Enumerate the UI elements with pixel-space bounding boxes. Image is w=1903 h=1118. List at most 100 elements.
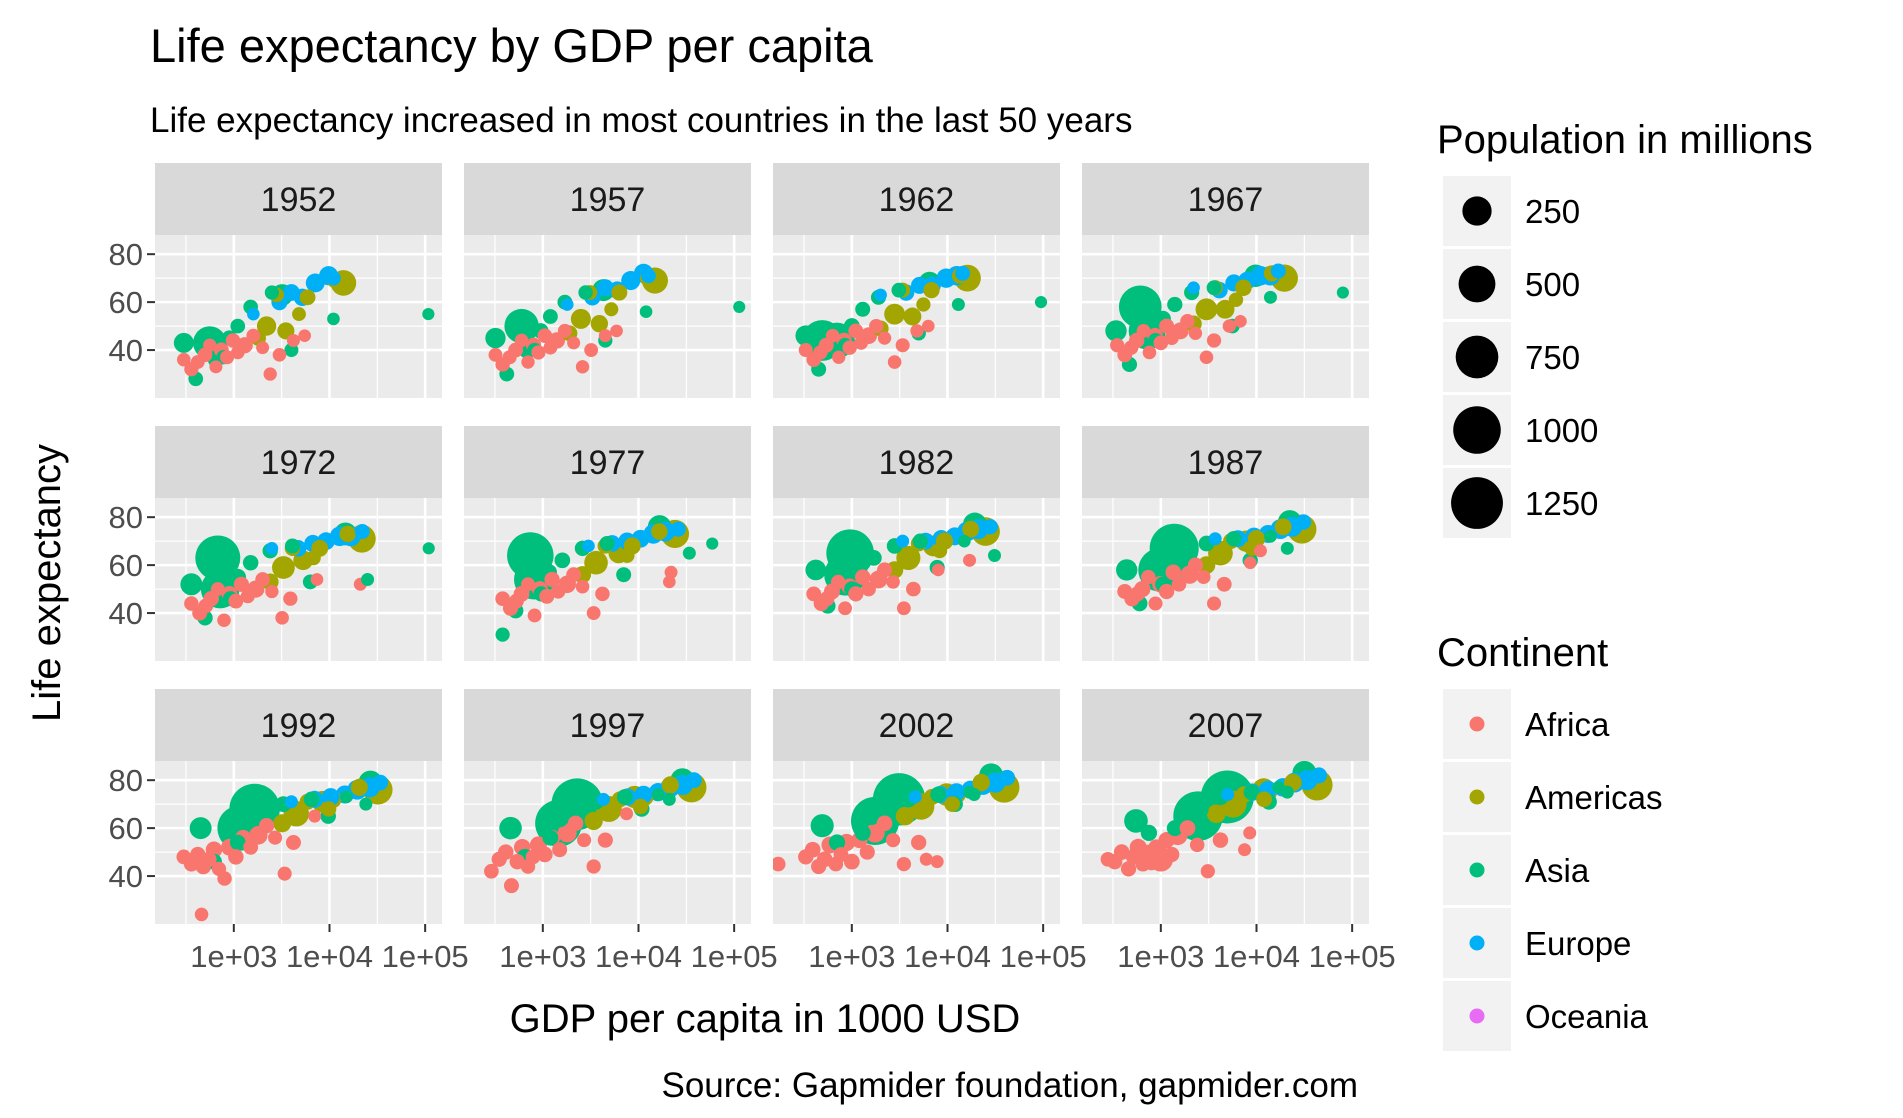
- data-point-africa: [664, 565, 678, 579]
- data-point-africa: [531, 345, 546, 360]
- data-point-africa: [773, 856, 786, 872]
- data-point-africa: [575, 360, 590, 374]
- data-point-americas: [299, 289, 316, 306]
- data-point-americas: [972, 773, 990, 792]
- data-point-europe: [955, 265, 971, 281]
- data-point-africa: [567, 336, 581, 350]
- data-point-africa: [1135, 856, 1151, 872]
- data-point-americas: [944, 796, 961, 812]
- data-point-africa: [806, 586, 822, 602]
- facet-strip: [1082, 163, 1369, 235]
- data-point-americas: [272, 556, 295, 579]
- data-point-africa: [527, 608, 542, 623]
- data-point-europe: [321, 788, 340, 806]
- color-legend-item: Africa: [1443, 689, 1610, 759]
- points-layer: [180, 522, 435, 628]
- data-point-americas: [273, 814, 292, 833]
- data-point-africa: [210, 582, 225, 597]
- data-point-africa: [209, 360, 223, 374]
- facet-panel-1967: 1967: [1082, 163, 1369, 398]
- facet-strip-label: 1992: [261, 707, 337, 745]
- data-point-africa: [1120, 861, 1137, 877]
- facet-strip-label: 1962: [879, 181, 955, 219]
- data-point-asia: [1263, 290, 1277, 304]
- data-point-africa: [211, 861, 227, 877]
- data-point-africa: [220, 350, 235, 365]
- data-point-africa: [1158, 583, 1175, 600]
- data-point-africa: [798, 849, 814, 865]
- data-point-africa: [286, 333, 300, 347]
- data-point-africa: [859, 844, 875, 860]
- points-layer: [484, 768, 707, 894]
- data-point-africa: [203, 338, 217, 352]
- data-point-africa: [1189, 837, 1205, 853]
- data-point-asia: [912, 533, 928, 549]
- data-point-asia: [239, 812, 257, 830]
- data-point-africa: [930, 855, 944, 869]
- data-point-africa: [543, 340, 558, 355]
- color-key-dot: [1469, 1008, 1485, 1024]
- data-point-africa: [1212, 832, 1229, 848]
- data-point-asia: [1336, 286, 1349, 299]
- data-point-africa: [566, 567, 582, 583]
- data-point-africa: [1123, 340, 1139, 355]
- data-point-asia: [303, 791, 320, 808]
- data-point-africa: [1216, 576, 1232, 592]
- facet-strip-label: 1982: [879, 444, 955, 482]
- data-point-asia: [1140, 824, 1158, 842]
- y-tick-label: 40: [109, 333, 143, 368]
- data-point-africa: [595, 586, 610, 602]
- data-point-africa: [201, 851, 217, 867]
- data-point-asia: [810, 814, 834, 838]
- size-legend-label: 1250: [1525, 485, 1598, 522]
- facet-panel-1957: 1957: [464, 163, 751, 398]
- data-point-africa: [1243, 826, 1257, 840]
- data-point-asia: [230, 318, 246, 334]
- color-legend-label: Asia: [1525, 852, 1590, 889]
- data-point-africa: [551, 584, 566, 599]
- data-point-europe: [582, 539, 595, 553]
- data-point-asia: [495, 627, 510, 642]
- color-key-dot: [1469, 716, 1485, 732]
- data-point-africa: [263, 367, 277, 381]
- data-point-africa: [488, 347, 503, 362]
- facet-panel-1962: 1962: [773, 163, 1060, 398]
- data-point-americas: [256, 316, 277, 336]
- data-point-africa: [1141, 569, 1156, 585]
- data-point-americas: [632, 798, 649, 815]
- data-point-africa: [813, 345, 828, 360]
- data-point-africa: [1164, 846, 1180, 863]
- x-tick-label: 1e+04: [595, 939, 682, 974]
- facet-panel-1987: 1987: [1082, 426, 1369, 661]
- data-point-asia: [1226, 531, 1242, 547]
- data-point-americas: [1274, 518, 1292, 536]
- data-point-asia: [359, 797, 373, 811]
- data-point-europe: [305, 273, 325, 293]
- color-key-dot: [1469, 935, 1485, 951]
- data-point-africa: [811, 858, 827, 875]
- data-point-americas: [916, 297, 931, 312]
- data-point-europe: [936, 268, 956, 288]
- data-point-americas: [896, 545, 921, 570]
- data-point-africa: [662, 575, 676, 589]
- facet-strip-label: 1952: [261, 181, 337, 219]
- data-point-americas: [895, 806, 915, 826]
- data-point-africa: [256, 341, 270, 355]
- color-legend-item: Asia: [1443, 835, 1590, 905]
- data-point-asia: [180, 573, 203, 596]
- data-point-africa: [886, 575, 900, 589]
- data-point-asia: [1243, 784, 1260, 801]
- data-point-africa: [514, 333, 529, 348]
- data-point-africa: [190, 355, 205, 369]
- color-legend: Africa Americas Asia Europe Oceania: [1443, 689, 1663, 1051]
- data-point-asia: [1206, 280, 1222, 296]
- data-point-africa: [225, 333, 241, 348]
- data-point-asia: [828, 834, 846, 851]
- facet-strip: [773, 426, 1060, 498]
- facet-strip: [155, 689, 442, 761]
- y-tick-label: 60: [109, 548, 143, 583]
- data-point-africa: [258, 818, 275, 834]
- data-point-africa: [861, 581, 876, 597]
- data-point-africa: [502, 350, 517, 365]
- data-point-africa: [1234, 314, 1247, 328]
